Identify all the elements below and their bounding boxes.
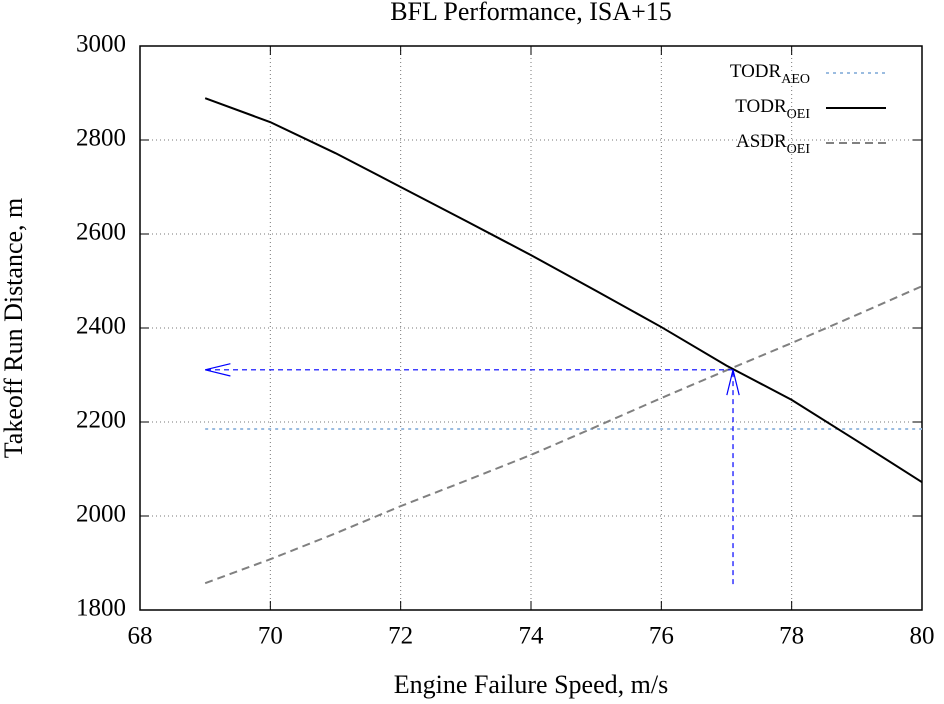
legend-subscript: OEI xyxy=(787,107,811,122)
x-tick-label: 68 xyxy=(128,623,153,650)
plot-frame xyxy=(139,45,923,611)
y-tick-label: 2200 xyxy=(76,407,126,434)
x-tick-label: 76 xyxy=(649,623,674,650)
y-tick-label: 2400 xyxy=(76,313,126,340)
legend-label: ASDROEI xyxy=(736,131,810,157)
x-tick-label: 70 xyxy=(258,623,283,650)
y-axis-label: Takeoff Run Distance, m xyxy=(0,198,28,459)
legend-name: ASDR xyxy=(736,131,787,152)
y-tick-label: 1800 xyxy=(76,595,126,622)
chart-title: BFL Performance, ISA+15 xyxy=(390,0,672,26)
x-tick-label: 72 xyxy=(388,623,413,650)
x-tick-label: 80 xyxy=(910,623,935,650)
x-tick-label: 78 xyxy=(779,623,804,650)
x-axis-label: Engine Failure Speed, m/s xyxy=(394,670,668,699)
legend-label: TODRAEO xyxy=(730,61,810,87)
legend-name: TODR xyxy=(730,61,782,82)
legend-subscript: AEO xyxy=(781,72,810,87)
legend-label: TODROEI xyxy=(735,96,810,122)
y-tick-label: 2600 xyxy=(76,219,126,246)
x-tick-label: 74 xyxy=(519,623,545,650)
series-line xyxy=(204,97,923,484)
arrow-head xyxy=(205,363,231,377)
legend-name: TODR xyxy=(735,96,787,117)
series-line xyxy=(204,285,923,585)
y-tick-label: 2800 xyxy=(76,125,126,152)
y-tick-label: 3000 xyxy=(76,31,126,58)
legend-subscript: OEI xyxy=(787,142,811,157)
y-tick-label: 2000 xyxy=(76,501,126,528)
